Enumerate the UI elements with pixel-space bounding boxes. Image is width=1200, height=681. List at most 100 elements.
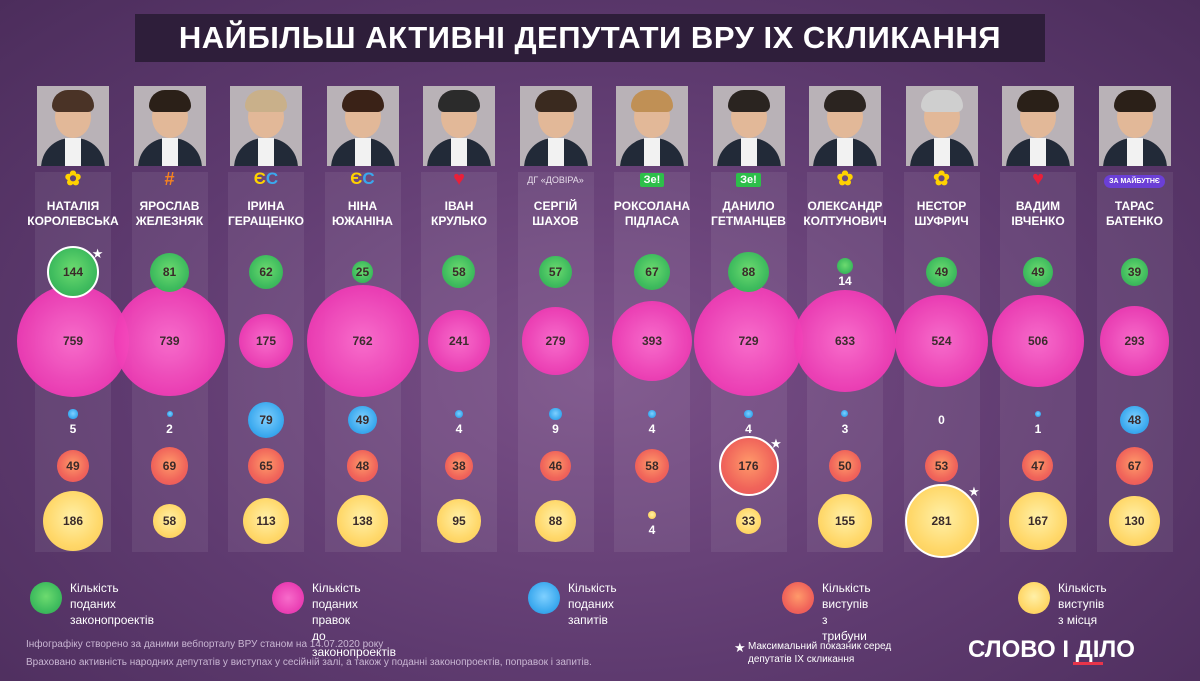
amendments-bubble: 175 (239, 314, 293, 368)
legend-label-line2: законопроектів (70, 613, 154, 627)
legend-swatch (272, 582, 304, 614)
photo-hair (52, 90, 94, 112)
tribune-bubble: 49 (57, 450, 89, 482)
deputy-first-name: ТАРАС (1114, 199, 1155, 213)
deputy-last-name: ЖЕЛЕЗНЯК (135, 214, 204, 228)
legend-swatch (528, 582, 560, 614)
footnote-scope: Враховано активність народних депутатів … (26, 657, 592, 668)
deputy-name: РОКСОЛАНА ПІДЛАСА (597, 199, 707, 229)
photo-hair (1113, 90, 1156, 112)
star-icon: ★ (770, 435, 782, 451)
batkivshchyna-heart-icon: ♥ (453, 168, 465, 190)
amendments-bubble: 393 (611, 300, 693, 382)
amendments-bubble: 739 (114, 285, 225, 397)
max-note-line1: Максимальний показник серед (748, 641, 892, 652)
amendments-bubble: 524 (895, 294, 988, 388)
requests-bubble: 48 (1120, 405, 1149, 435)
legend-label: Кількість поданих законопроектів (70, 580, 154, 628)
legend-label-line2: з місця (1058, 613, 1098, 627)
bills-bubble: 144 (47, 246, 99, 298)
requests-value-label: 4 (455, 422, 463, 436)
tribune-bubble: 176 (718, 436, 779, 496)
requests-bubble (166, 411, 173, 417)
deputy-name: НАТАЛІЯ КОРОЛЕВСЬКА (18, 199, 128, 229)
photo-shirt (65, 138, 81, 166)
bills-bubble: 62 (248, 254, 284, 290)
title-bar (135, 14, 1045, 62)
deputy-photo (423, 86, 495, 166)
batkivshchyna-heart-icon: ♥ (1032, 168, 1044, 190)
seat-bubble: 88 (534, 500, 577, 542)
deputy-first-name: ІВАН (444, 199, 474, 213)
deputy-last-name: КОЛТУНОВИЧ (803, 214, 887, 228)
photo-hair (1017, 90, 1059, 112)
requests-bubble (647, 409, 657, 419)
tribune-bubble: 53 (925, 449, 958, 483)
deputy-last-name: БАТЕНКО (1106, 214, 1163, 228)
deputy-photo (905, 86, 978, 166)
photo-shirt (644, 138, 660, 166)
legend-label-line1: Кількість поданих (568, 581, 617, 611)
deputy-photo (712, 86, 785, 166)
legend-label: Кількість виступів з місця (1058, 580, 1107, 628)
star-icon: ★ (968, 483, 980, 499)
bills-bubble: 25 (351, 261, 374, 283)
deputy-name: ІВАН КРУЛЬКО (404, 199, 514, 229)
photo-shirt (1126, 138, 1143, 166)
legend-label-line1: Кількість виступів (1058, 581, 1107, 611)
seat-bubble: 95 (437, 499, 481, 543)
amendments-bubble: 762 (306, 285, 419, 397)
requests-value-label: 4 (745, 422, 752, 436)
requests-bubble (841, 410, 849, 418)
deputy-name: ДАНИЛО ГЕТМАНЦЕВ (694, 199, 804, 229)
party-label: ДГ «ДОВІРА» (501, 167, 611, 191)
deputy-name: НІНА ЮЖАНІНА (308, 199, 418, 229)
tribune-bubble: 50 (829, 450, 861, 482)
requests-bubble (744, 409, 753, 419)
requests-value-label: 3 (841, 422, 849, 436)
photo-hair (245, 90, 287, 112)
bills-bubble: 58 (442, 255, 476, 289)
ze-icon: Зе! (694, 167, 804, 191)
seat-bubble: 130 (1109, 495, 1160, 547)
amendments-bubble: 241 (427, 309, 491, 373)
tribune-bubble: 48 (346, 450, 379, 482)
star-icon: ★ (91, 245, 104, 261)
deputy-photo (133, 86, 206, 166)
legend-label: Кількість поданих запитів (568, 580, 617, 628)
bills-bubble: 81 (150, 252, 189, 292)
deputy-first-name: СЕРГІЙ (533, 199, 578, 213)
legend-label-line2: до законопроектів (312, 629, 396, 659)
photo-shirt (740, 138, 757, 166)
seat-bubble: 113 (242, 497, 290, 545)
bills-bubble: 57 (539, 255, 572, 289)
deputy-name: ОЛЕКСАНДР КОЛТУНОВИЧ (790, 199, 900, 229)
photo-shirt (837, 138, 853, 166)
amendments-bubble: 293 (1099, 306, 1170, 376)
deputy-first-name: РОКСОЛАНА (613, 199, 691, 213)
photo-hair (920, 90, 963, 112)
bills-value-label: 14 (838, 274, 852, 288)
requests-value-label: 9 (552, 422, 559, 436)
requests-value-label: 4 (648, 422, 656, 436)
seat-bubble (647, 510, 657, 520)
legend-label: Кількість поданих правок до законопроекті… (312, 580, 396, 660)
deputy-first-name: ВАДИМ (1015, 199, 1061, 213)
bills-bubble: 39 (1120, 258, 1149, 286)
photo-shirt (933, 138, 950, 166)
deputy-last-name: ГЕРАЩЕНКО (228, 214, 304, 228)
legend-swatch (1018, 582, 1050, 614)
deputy-name: ЯРОСЛАВ ЖЕЛЕЗНЯК (115, 199, 225, 229)
deputy-last-name: ПІДЛАСА (624, 214, 680, 228)
footnote-source: Інфографіку створено за даними вебпортал… (26, 639, 384, 650)
slovo-i-dilo-logo: СЛОВО І ДІЛО (968, 636, 1135, 665)
deputy-photo (37, 86, 109, 166)
deputy-photo (230, 86, 302, 166)
seat-bubble: 281 (904, 484, 979, 558)
amendments-bubble: 729 (693, 286, 804, 396)
photo-shirt (258, 138, 274, 166)
seat-bubble: 167 (1009, 492, 1067, 550)
amendments-bubble: 506 (992, 295, 1084, 387)
amendments-bubble: 633 (793, 289, 897, 393)
